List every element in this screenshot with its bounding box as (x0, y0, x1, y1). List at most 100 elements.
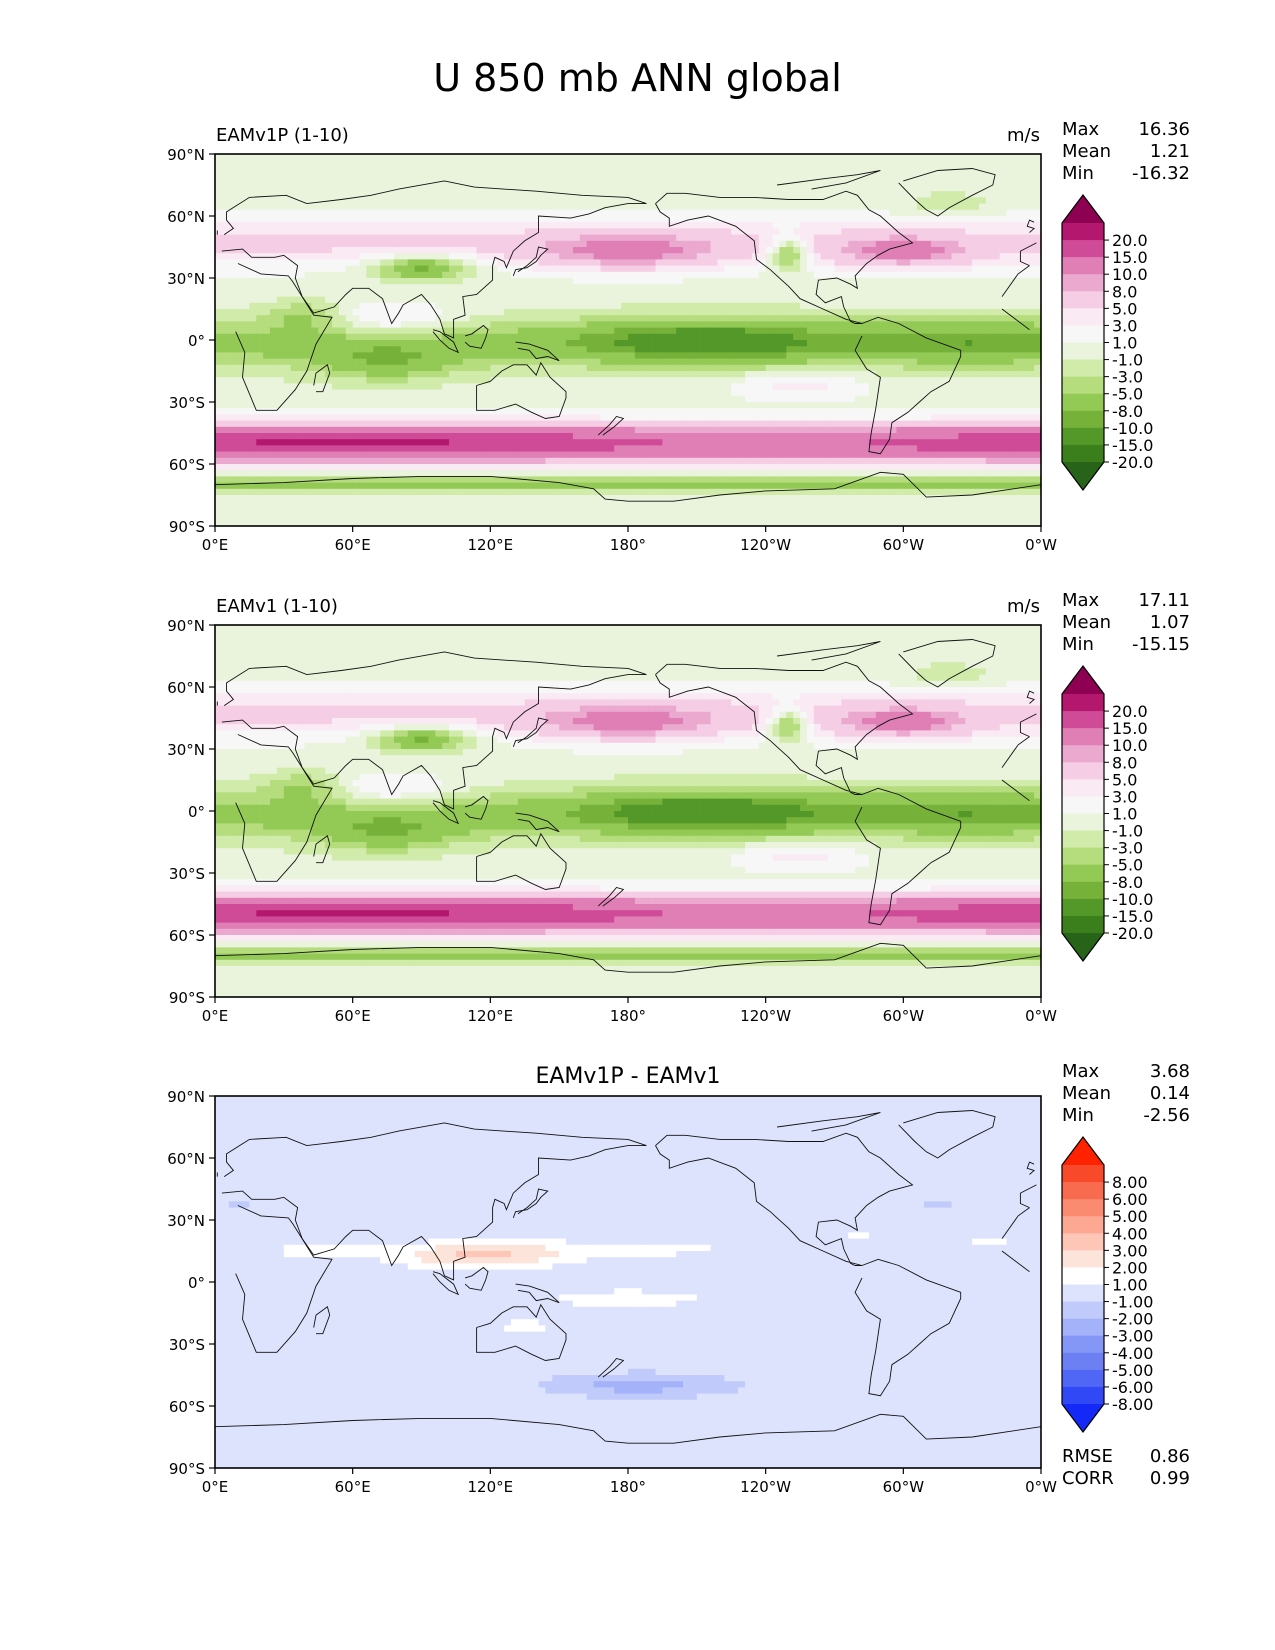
lat-tick-label: 30°N (167, 1212, 205, 1230)
colorbar-tick-label: 8.0 (1112, 753, 1137, 772)
lon-tick-label: 60°W (883, 536, 925, 554)
colorbar-segment (1062, 1335, 1104, 1354)
lon-tick-label: 60°E (335, 536, 371, 554)
lat-tick-label: 90°S (169, 518, 205, 536)
colorbar-tick-label: -15.0 (1112, 907, 1153, 926)
lon-tick-label: 0°W (1025, 1007, 1057, 1025)
lat-axis: 90°N 60°N 30°N 0° 30°S 60°S 90°S (167, 146, 215, 536)
lon-tick-label: 0°E (202, 1478, 229, 1496)
canadian-archipelago-coast (777, 170, 881, 190)
greenland-coast (898, 1110, 996, 1159)
lat-tick-label: 60°S (169, 1398, 205, 1416)
lat-tick-label: 60°N (167, 1150, 205, 1168)
colorbar-tick-label: -8.00 (1112, 1395, 1153, 1414)
colorbar-segment (1062, 915, 1104, 934)
madagascar-coast (313, 1306, 331, 1335)
colorbar-tick-label: -5.00 (1112, 1361, 1153, 1380)
stat-value-max: 3.68 (1150, 1061, 1190, 1082)
colorbar-segment (1062, 1284, 1104, 1303)
africa-coast (235, 734, 333, 882)
colorbar-segment (1062, 223, 1104, 241)
colorbar-segment (1062, 1250, 1104, 1268)
new-guinea-coast (515, 812, 560, 833)
colorbar-tick-label: -3.0 (1112, 368, 1143, 387)
colorbar-extend-high (1062, 195, 1104, 223)
lon-tick-label: 180° (610, 1007, 646, 1025)
colorbar-segment (1062, 1386, 1104, 1405)
colorbar-tick-label: 6.00 (1112, 1190, 1148, 1209)
eurasia-coast (221, 180, 647, 339)
panel-center-title: EAMv1P - EAMv1 (535, 1064, 720, 1089)
colorbar-tick-label: 20.0 (1112, 231, 1148, 250)
lat-tick-label: 30°N (167, 741, 205, 759)
colorbar-tick-label: -4.00 (1112, 1344, 1153, 1363)
stat-value-min: -15.15 (1132, 634, 1190, 655)
colorbar-segment (1062, 830, 1104, 849)
south-america-coast (854, 1258, 962, 1397)
stat-label-max: Max (1062, 590, 1100, 611)
colorbar-tick-label: 5.00 (1112, 1207, 1148, 1226)
madagascar-coast (313, 835, 331, 864)
japan-coast (512, 246, 549, 277)
colorbar-segment (1062, 1352, 1104, 1371)
new-zealand-coast (597, 1357, 625, 1378)
panel-test: EAMv1P (1-10) m/s 90°N 60°N 30°N 0° 30°S 60°S… (167, 119, 1190, 554)
colorbar-segment (1062, 1301, 1104, 1320)
contour-field-test (215, 154, 1041, 526)
colorbar-segment (1062, 444, 1104, 463)
stat-value-min: -16.32 (1132, 163, 1190, 184)
lon-axis: 0°E 60°E 120°E 180° 120°W 60°W 0°W (202, 1468, 1057, 1496)
lat-tick-label: 90°N (167, 617, 205, 635)
colorbar-segment (1062, 325, 1104, 343)
colorbar-tick-label: -3.0 (1112, 839, 1143, 858)
colorbar-tick-label: -20.0 (1112, 924, 1153, 943)
colorbar-extend-high (1062, 666, 1104, 694)
canadian-archipelago-coast (777, 641, 881, 661)
colorbar-segment (1062, 813, 1104, 832)
new-guinea-coast (515, 341, 560, 362)
lat-tick-label: 30°S (169, 1336, 205, 1354)
stat-value-mean: 1.07 (1150, 612, 1190, 633)
contour-field-diff (215, 1096, 1041, 1468)
colorbar-segment (1062, 427, 1104, 446)
lat-tick-label: 90°S (169, 989, 205, 1007)
north-america-coast (655, 1132, 914, 1266)
colorbar-tick-label: -2.00 (1112, 1310, 1153, 1329)
antarctica-coast (215, 471, 1041, 502)
colorbar-segment (1062, 847, 1104, 866)
colorbar-segment (1062, 1165, 1104, 1183)
stat-value-min: -2.56 (1143, 1105, 1190, 1126)
greenland-coast (898, 639, 996, 688)
lon-tick-label: 120°W (740, 1007, 791, 1025)
colorbar-tick-label: 5.0 (1112, 770, 1137, 789)
lon-tick-label: 0°E (202, 536, 229, 554)
colorbar-tick-label: 3.0 (1112, 787, 1137, 806)
colorbar-segment (1062, 308, 1104, 326)
colorbar-tick-label: 15.0 (1112, 248, 1148, 267)
eurasia-coast (221, 1122, 647, 1281)
australia-coast (476, 1303, 567, 1361)
lat-tick-label: 60°S (169, 456, 205, 474)
colorbar-segment (1062, 881, 1104, 900)
britain-coast (1026, 219, 1035, 233)
stat-label-max: Max (1062, 1061, 1100, 1082)
colorbar-tick-label: 8.0 (1112, 282, 1137, 301)
colorbar-tick-label: -3.00 (1112, 1327, 1153, 1346)
lat-tick-label: 90°N (167, 146, 205, 164)
north-america-coast (655, 190, 914, 324)
figure-title: U 850 mb ANN global (0, 56, 1275, 100)
colorbar-segment (1062, 240, 1104, 258)
stat-value-rmse: 0.86 (1150, 1446, 1190, 1467)
colorbar-segment (1062, 745, 1104, 763)
colorbar-tick-label: 1.0 (1112, 805, 1137, 824)
colorbar-tick-label: 1.00 (1112, 1276, 1148, 1295)
lon-tick-label: 120°W (740, 1478, 791, 1496)
colorbar-segment (1062, 1369, 1104, 1388)
colorbar-tick-label: -20.0 (1112, 453, 1153, 472)
lon-tick-label: 0°W (1025, 1478, 1057, 1496)
stat-value-mean: 0.14 (1150, 1083, 1190, 1104)
contour-field-ref (215, 625, 1041, 997)
colorbar-tick-label: 1.0 (1112, 334, 1137, 353)
sumatra-coast (432, 800, 460, 825)
stat-label-mean: Mean (1062, 141, 1111, 162)
